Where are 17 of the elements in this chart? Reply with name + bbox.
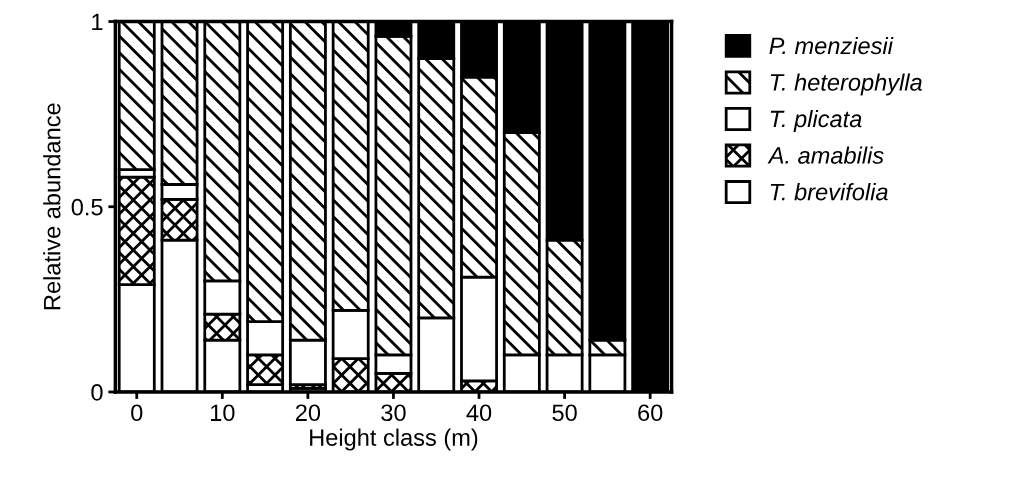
legend-label: P. menziesii xyxy=(769,36,894,55)
legend-label: T. heterophylla xyxy=(770,73,922,96)
x-tick-label: 10 xyxy=(210,404,235,422)
y-tick-label: 0 xyxy=(91,384,103,401)
x-tick-label: 0 xyxy=(131,404,143,422)
y-axis-title: Relative abundance xyxy=(43,103,61,310)
y-tick-label: 1 xyxy=(92,13,103,31)
x-tick-label: 50 xyxy=(552,404,577,422)
x-tick-label: 60 xyxy=(638,404,663,422)
x-tick-label: 20 xyxy=(295,404,321,422)
x-tick-label: 40 xyxy=(466,404,492,422)
legend-label: T. plicata xyxy=(770,109,862,132)
legend-label: T. brevifolia xyxy=(770,183,888,201)
y-tick-label: 0.5 xyxy=(71,198,103,216)
x-axis-title: Height class (m) xyxy=(310,428,478,451)
x-tick-label: 30 xyxy=(381,404,406,422)
legend-label: A. amabilis xyxy=(767,146,884,164)
